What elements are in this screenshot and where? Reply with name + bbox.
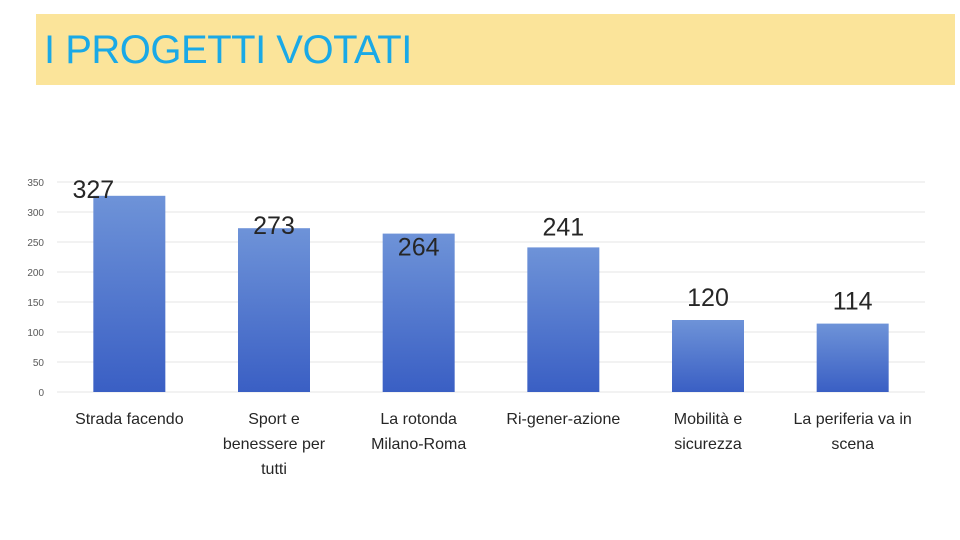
bar <box>93 195 166 392</box>
data-label: 120 <box>687 284 729 312</box>
y-tick-label: 50 <box>33 358 45 369</box>
x-category-label: La periferia va in scena <box>794 411 912 453</box>
data-label: 114 <box>833 288 873 316</box>
bars <box>93 195 889 392</box>
x-category-label: Mobilità e sicurezza <box>674 411 743 453</box>
bar <box>238 228 310 392</box>
data-label: 264 <box>398 234 440 262</box>
y-tick-label: 200 <box>27 268 44 279</box>
category-labels: Strada facendo Sport e benessere per tutti L… <box>75 411 912 478</box>
gridlines <box>57 181 925 393</box>
page-title: I PROGETTI VOTATI <box>44 28 412 72</box>
x-category-label: La rotonda Milano-Roma <box>371 411 466 453</box>
bar <box>527 247 600 392</box>
y-tick-label: 300 <box>27 208 44 219</box>
y-tick-label: 150 <box>27 298 44 309</box>
data-label: 241 <box>542 213 584 241</box>
bar <box>672 320 744 392</box>
title-band: I PROGETTI VOTATI <box>36 14 955 85</box>
y-tick-label: 250 <box>27 238 44 249</box>
y-tick-label: 100 <box>27 328 44 339</box>
bar <box>382 233 455 392</box>
y-axis-ticks: 0 50 100 150 200 250 300 350 <box>27 178 44 399</box>
bar <box>816 323 889 392</box>
data-label: 327 <box>72 176 114 204</box>
data-label: 273 <box>253 212 295 240</box>
x-category-label: Sport e benessere per tutti <box>223 411 326 478</box>
data-labels: 327 273 264 241 120 114 <box>72 176 872 316</box>
y-tick-label: 350 <box>27 178 44 189</box>
x-category-label: Ri-gener-azione <box>506 411 620 428</box>
y-tick-label: 0 <box>38 388 44 399</box>
x-category-label: Strada facendo <box>75 411 184 428</box>
